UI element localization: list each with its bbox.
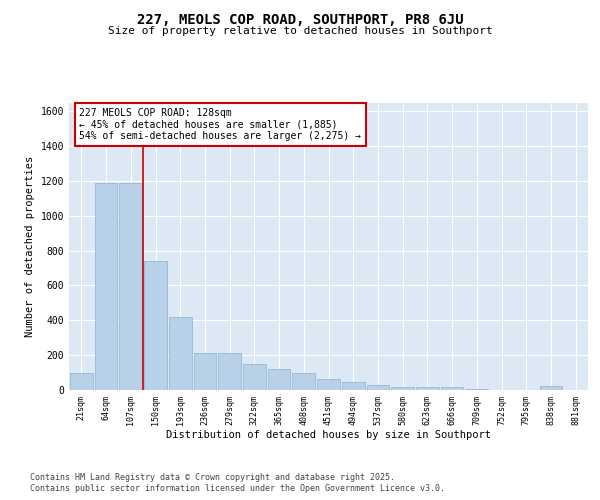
Bar xyxy=(169,317,191,390)
Bar xyxy=(391,386,414,390)
Bar xyxy=(441,388,463,390)
Bar xyxy=(144,261,167,390)
Bar xyxy=(95,182,118,390)
Bar xyxy=(243,364,266,390)
Bar xyxy=(194,352,216,390)
X-axis label: Distribution of detached houses by size in Southport: Distribution of detached houses by size … xyxy=(166,430,491,440)
Text: Contains public sector information licensed under the Open Government Licence v3: Contains public sector information licen… xyxy=(30,484,445,493)
Bar xyxy=(70,372,93,390)
Text: 227, MEOLS COP ROAD, SOUTHPORT, PR8 6JU: 227, MEOLS COP ROAD, SOUTHPORT, PR8 6JU xyxy=(137,12,463,26)
Bar xyxy=(119,182,142,390)
Text: 227 MEOLS COP ROAD: 128sqm
← 45% of detached houses are smaller (1,885)
54% of s: 227 MEOLS COP ROAD: 128sqm ← 45% of deta… xyxy=(79,108,361,142)
Bar xyxy=(268,369,290,390)
Bar xyxy=(416,388,439,390)
Text: Size of property relative to detached houses in Southport: Size of property relative to detached ho… xyxy=(107,26,493,36)
Bar xyxy=(342,382,365,390)
Bar xyxy=(218,354,241,390)
Bar xyxy=(539,386,562,390)
Y-axis label: Number of detached properties: Number of detached properties xyxy=(25,156,35,337)
Bar xyxy=(466,388,488,390)
Bar xyxy=(317,378,340,390)
Bar xyxy=(367,385,389,390)
Text: Contains HM Land Registry data © Crown copyright and database right 2025.: Contains HM Land Registry data © Crown c… xyxy=(30,472,395,482)
Bar xyxy=(292,374,315,390)
